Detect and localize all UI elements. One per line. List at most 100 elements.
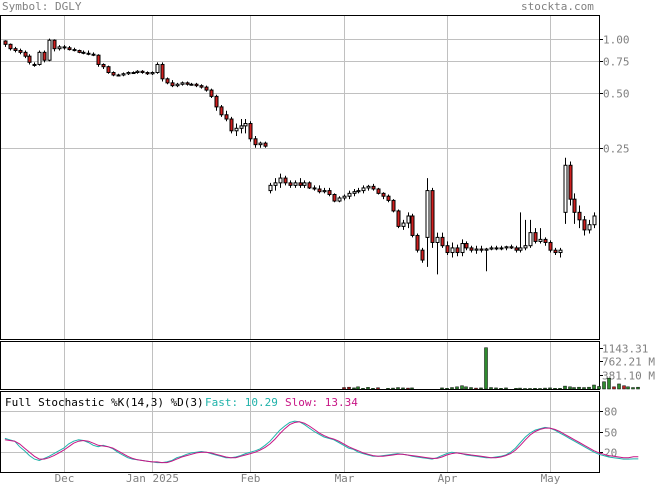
- candle-body: [484, 248, 489, 251]
- candle-body: [312, 187, 317, 190]
- volume-bar: [572, 387, 576, 390]
- candle-body: [32, 63, 37, 66]
- volume-bar: [464, 386, 468, 390]
- symbol-label: Symbol: DGLY: [2, 0, 82, 13]
- candle-body: [518, 247, 523, 251]
- candle-body: [361, 187, 366, 192]
- volume-bar: [568, 386, 572, 390]
- candle-body: [352, 191, 357, 194]
- candle-body: [175, 83, 180, 87]
- candle-body: [155, 63, 160, 74]
- candle-body: [180, 82, 185, 85]
- candle-body: [577, 211, 582, 221]
- candle-body: [504, 246, 509, 249]
- candle-body: [8, 43, 13, 50]
- stochastic-slow-label: Slow: 13.34: [285, 396, 358, 409]
- candle-body: [543, 238, 548, 243]
- candle-body: [13, 48, 18, 51]
- volume-bar: [460, 385, 464, 390]
- candle-body: [293, 182, 298, 186]
- candle-body: [116, 74, 121, 77]
- candle-body: [185, 82, 190, 85]
- candle-body: [57, 46, 62, 50]
- price-tick-label: 1.00: [603, 34, 630, 47]
- candle-body: [445, 245, 450, 254]
- volume-bar: [445, 388, 449, 390]
- volume-bar: [356, 386, 360, 390]
- volume-bar: [617, 383, 621, 390]
- volume-bar: [587, 386, 591, 390]
- candle-body: [135, 70, 140, 74]
- candle-body: [553, 249, 558, 254]
- candle-body: [523, 245, 528, 249]
- date-tick-label: Dec: [55, 472, 75, 485]
- candle-body: [464, 243, 469, 249]
- candle-body: [194, 83, 199, 87]
- volume-bar: [538, 388, 542, 390]
- candle-body: [342, 195, 347, 199]
- candle-body: [435, 236, 440, 243]
- candle-body: [366, 185, 371, 189]
- candle-body: [381, 192, 386, 197]
- volume-bar: [514, 388, 518, 390]
- volume-bar: [479, 387, 483, 390]
- candle-body: [455, 247, 460, 254]
- stochastic-tick-label: 50: [604, 427, 617, 440]
- volume-bar: [469, 387, 473, 390]
- volume-bar: [592, 384, 596, 390]
- candle-body: [101, 63, 106, 68]
- volume-bar: [499, 388, 503, 390]
- price-tick-label: 0.25: [603, 143, 630, 156]
- candle-body: [538, 238, 543, 242]
- candle-body: [160, 63, 165, 80]
- candle-body: [572, 198, 577, 213]
- price-axis-labels: 1.00 0.75 0.50 0.25: [603, 34, 630, 156]
- candle-body: [72, 49, 77, 52]
- candle-body: [27, 55, 32, 63]
- candle-body: [268, 184, 273, 192]
- date-tick-label: Feb: [241, 472, 261, 485]
- candle-body: [18, 49, 23, 53]
- volume-bar: [489, 387, 493, 390]
- candle-body: [62, 46, 67, 49]
- candle-body: [371, 185, 376, 190]
- volume-bar: [347, 386, 351, 390]
- candle-body: [548, 241, 553, 251]
- candle-body: [47, 39, 52, 61]
- panel-frame: [0, 341, 600, 390]
- candle-body: [298, 182, 303, 186]
- volume-tick-label: 1143.31 M: [602, 343, 655, 356]
- volume-bar: [396, 387, 400, 390]
- volume-bar: [518, 387, 522, 390]
- volume-bar: [636, 386, 640, 390]
- volume-bar: [474, 387, 478, 390]
- candle-body: [582, 219, 587, 231]
- candle-body: [391, 199, 396, 212]
- volume-bar: [577, 386, 581, 390]
- date-tick-label: Apr: [438, 472, 458, 485]
- candle-body: [533, 232, 538, 242]
- volume-bar: [440, 387, 444, 390]
- price-tick-label: 0.75: [603, 56, 630, 69]
- candle-body: [425, 190, 430, 238]
- candle-body: [239, 125, 244, 129]
- volume-bar: [597, 386, 601, 390]
- site-label[interactable]: stockta.com: [521, 0, 594, 13]
- candle-body: [214, 95, 219, 108]
- volume-bar: [376, 387, 380, 390]
- volume-bar: [543, 387, 547, 390]
- volume-bar: [484, 347, 488, 390]
- volume-bar: [391, 387, 395, 390]
- volume-bar: [533, 388, 537, 390]
- volume-bar: [607, 377, 611, 390]
- candle-body: [302, 182, 307, 186]
- volume-bar: [450, 387, 454, 390]
- candle-body: [86, 52, 91, 55]
- candle-body: [460, 243, 465, 254]
- candle-body: [494, 247, 499, 250]
- candle-body: [587, 224, 592, 231]
- candle-body: [52, 39, 57, 50]
- price-tick-label: 0.50: [603, 88, 630, 101]
- candle-body: [509, 246, 514, 249]
